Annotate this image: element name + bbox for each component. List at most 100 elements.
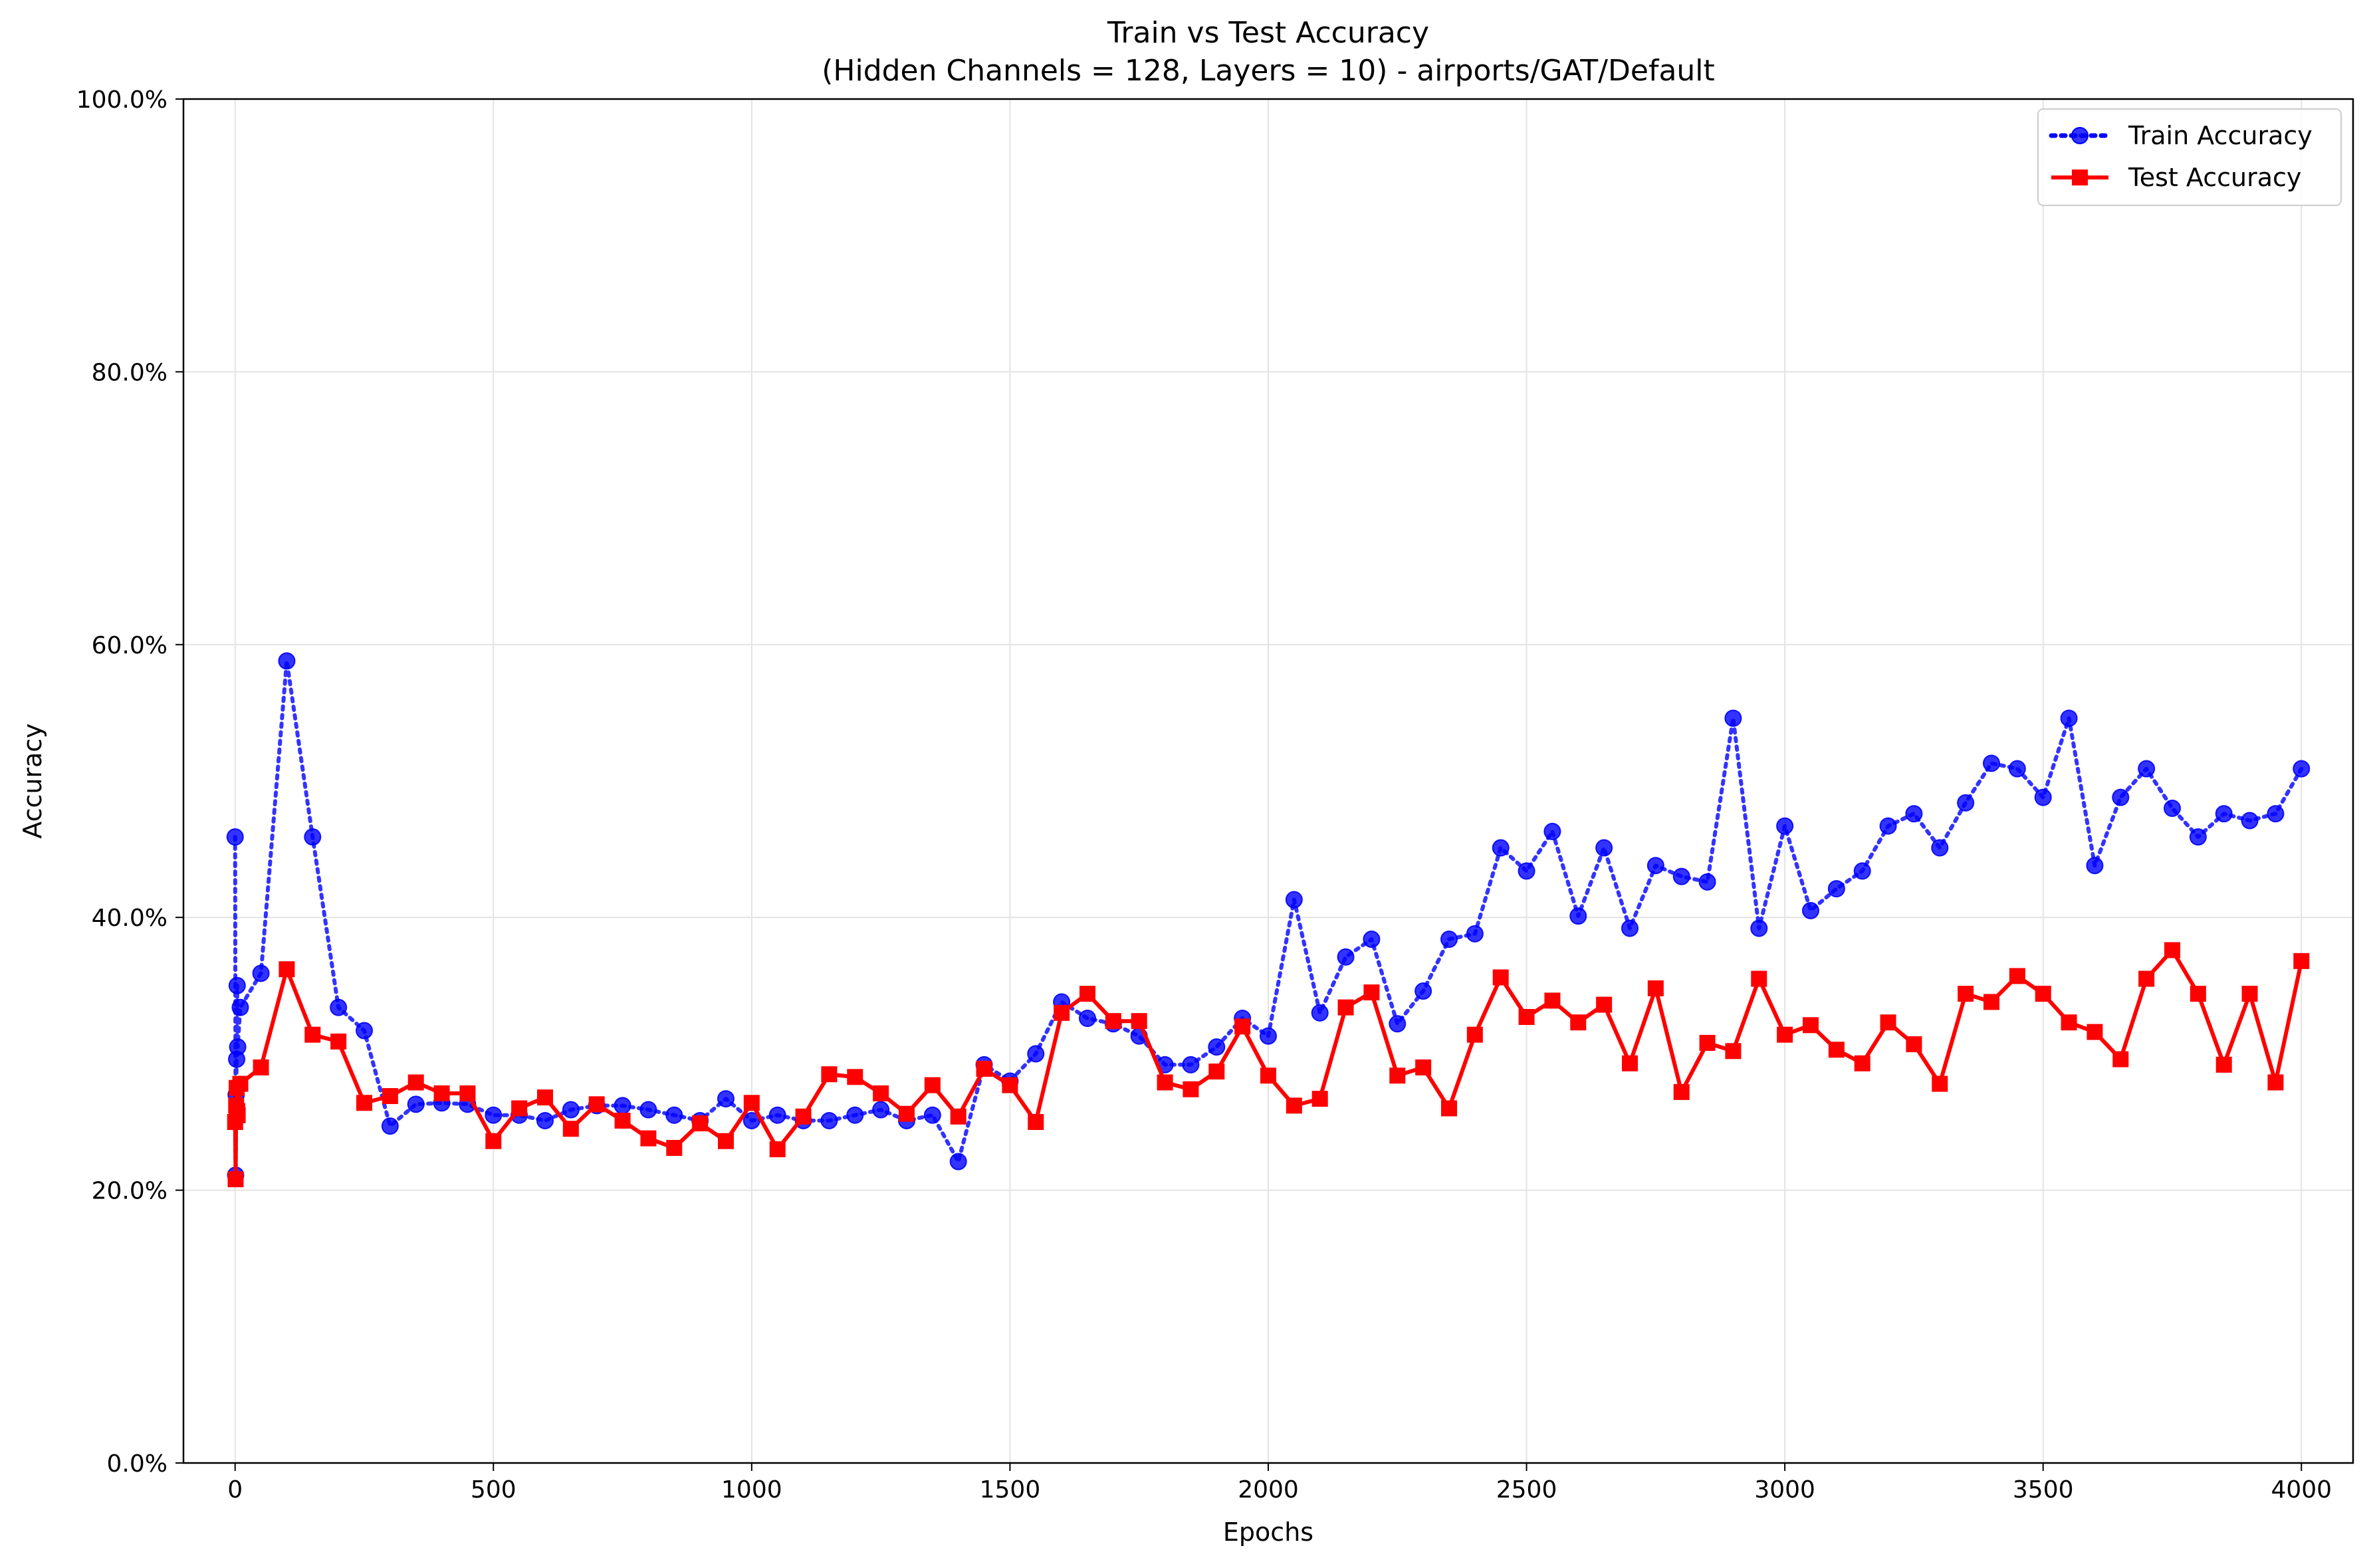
train-accuracy-point (1750, 919, 1768, 937)
test-accuracy-point (873, 1085, 889, 1101)
test-accuracy-point (1105, 1013, 1121, 1030)
test-accuracy-point (1260, 1067, 1276, 1084)
test-accuracy-point (1932, 1075, 1948, 1092)
test-accuracy-point (1725, 1043, 1742, 1060)
test-accuracy-point (1777, 1026, 1793, 1043)
train-accuracy-point (1260, 1027, 1277, 1045)
test-accuracy-point (1622, 1055, 1638, 1071)
test-accuracy-point (382, 1088, 398, 1105)
train-accuracy-point (923, 1106, 941, 1124)
y-tick-label: 20.0% (92, 1178, 168, 1205)
x-tick-label: 500 (471, 1476, 516, 1504)
test-accuracy-point (1183, 1081, 1199, 1097)
train-accuracy-point (1724, 709, 1742, 727)
train-accuracy-point (229, 1038, 247, 1056)
train-accuracy-point (1802, 901, 1819, 919)
test-accuracy-point (2009, 968, 2025, 984)
train-accuracy-point (1776, 817, 1794, 835)
train-accuracy-point (1027, 1045, 1045, 1063)
series-layer (226, 652, 2311, 1188)
test-accuracy-point (1880, 1014, 1896, 1031)
train-accuracy-point (1518, 862, 1535, 880)
test-accuracy-point (304, 1026, 321, 1043)
train-accuracy-point (1079, 1010, 1096, 1028)
test-accuracy-point (1803, 1017, 1819, 1034)
train-accuracy-point (1414, 982, 1432, 1000)
train-accuracy-point (717, 1090, 734, 1108)
train-accuracy-point (536, 1111, 554, 1129)
test-accuracy-point (407, 1074, 424, 1091)
train-accuracy-point (1543, 822, 1561, 840)
test-accuracy-point (1054, 1004, 1070, 1021)
train-accuracy-point (2241, 812, 2259, 830)
test-accuracy-point (2061, 1014, 2077, 1031)
train-accuracy-point (2138, 760, 2156, 778)
test-accuracy-point (1699, 1034, 1716, 1051)
chart-title: Train vs Test Accuracy (1107, 16, 1429, 50)
train-accuracy-point (2112, 788, 2130, 806)
test-accuracy-point (253, 1059, 269, 1075)
test-accuracy-point (511, 1100, 528, 1117)
test-accuracy-series (227, 942, 2310, 1188)
test-accuracy-point (614, 1112, 631, 1129)
test-accuracy-point (1131, 1013, 1147, 1030)
train-accuracy-point (2008, 760, 2026, 778)
test-accuracy-point (330, 1033, 347, 1050)
train-accuracy-point (2060, 709, 2078, 727)
train-accuracy-point (252, 964, 270, 982)
test-accuracy-point (924, 1077, 941, 1093)
train-accuracy-point (1285, 891, 1303, 909)
test-accuracy-point (1079, 986, 1095, 1002)
train-accuracy-point (1879, 817, 1897, 835)
test-accuracy-point (821, 1066, 838, 1083)
train-accuracy-point (231, 998, 249, 1016)
test-accuracy-point (1466, 1026, 1483, 1043)
test-accuracy-point (227, 1171, 244, 1188)
legend-train-marker (2071, 127, 2089, 144)
test-accuracy-point (485, 1133, 502, 1149)
test-accuracy-point (1854, 1055, 1870, 1071)
train-accuracy-point (872, 1101, 890, 1119)
train-accuracy-point (278, 652, 296, 670)
test-accuracy-point (588, 1096, 605, 1113)
train-accuracy-point (639, 1101, 657, 1119)
test-accuracy-point (1311, 1091, 1328, 1107)
test-accuracy-point (1518, 1008, 1535, 1025)
x-tick-label: 3000 (1754, 1476, 1815, 1504)
test-accuracy-point (537, 1089, 553, 1106)
train-accuracy-point (1337, 948, 1355, 966)
train-accuracy-point (1492, 839, 1510, 857)
x-tick-label: 3500 (2013, 1476, 2074, 1504)
train-accuracy-point (2034, 788, 2052, 806)
test-accuracy-point (1647, 980, 1664, 996)
test-accuracy-point (1157, 1074, 1173, 1091)
test-accuracy-point (2087, 1024, 2103, 1040)
test-accuracy-point (1337, 999, 1354, 1016)
y-tick-label: 0.0% (107, 1450, 168, 1478)
test-accuracy-point (1751, 970, 1767, 987)
test-accuracy-point (229, 1107, 246, 1123)
train-accuracy-point (1569, 907, 1587, 925)
x-tick-label: 4000 (2271, 1476, 2332, 1504)
test-accuracy-point (2215, 1056, 2232, 1073)
test-accuracy-point (1389, 1067, 1406, 1084)
test-accuracy-point (232, 1075, 249, 1092)
test-accuracy-point (899, 1105, 915, 1122)
train-accuracy-point (1957, 794, 1975, 812)
test-accuracy-point (692, 1115, 709, 1132)
train-accuracy-point (2293, 760, 2311, 778)
test-accuracy-point (2164, 942, 2180, 958)
train-accuracy-point (1440, 931, 1458, 949)
train-accuracy-point (228, 976, 246, 994)
test-accuracy-point (976, 1060, 992, 1077)
train-accuracy-point (2189, 828, 2207, 846)
y-tick-label: 60.0% (92, 632, 168, 659)
test-accuracy-point (718, 1133, 734, 1149)
test-accuracy-point (279, 961, 295, 978)
train-accuracy-point (2215, 805, 2233, 823)
x-tick-label: 1500 (980, 1476, 1041, 1504)
train-accuracy-point (1827, 880, 1845, 898)
train-accuracy-point (2267, 805, 2285, 823)
test-accuracy-point (1673, 1083, 1690, 1100)
x-tick-label: 0 (227, 1476, 243, 1504)
